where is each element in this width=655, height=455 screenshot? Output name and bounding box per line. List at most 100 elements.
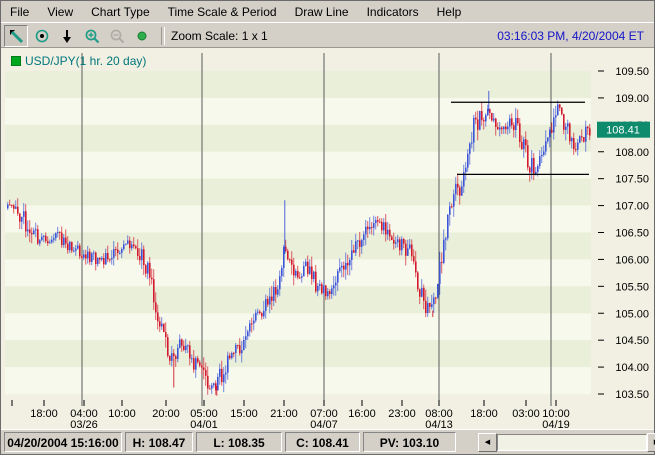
zoom-out-button[interactable] — [106, 26, 128, 46]
candle — [447, 214, 449, 239]
candle — [177, 347, 179, 359]
candle — [27, 229, 29, 232]
candle — [457, 183, 459, 188]
candle — [515, 117, 517, 131]
candle — [557, 104, 559, 116]
plot-band — [5, 286, 591, 314]
menu-item-help[interactable]: Help — [436, 4, 462, 19]
candle — [33, 230, 35, 235]
marker-button[interactable] — [131, 26, 153, 46]
zoom-in-button[interactable] — [81, 26, 103, 46]
candle — [391, 236, 393, 240]
candle — [531, 157, 533, 173]
candle — [223, 374, 225, 383]
candle — [175, 356, 177, 359]
candle — [415, 261, 417, 273]
menu-item-view[interactable]: View — [47, 4, 74, 19]
candle — [231, 352, 233, 359]
candle — [155, 302, 157, 313]
candle — [209, 388, 211, 390]
y-axis-label: 105.50 — [615, 281, 649, 293]
candle — [429, 302, 431, 307]
candle — [129, 240, 131, 249]
price-tag — [597, 121, 650, 138]
candle — [507, 126, 509, 130]
candle — [151, 277, 153, 280]
draw-line-tool-button[interactable] — [4, 24, 28, 47]
candle — [241, 350, 243, 354]
candle — [51, 239, 53, 243]
candle — [519, 123, 521, 142]
candle — [11, 204, 13, 206]
x-axis-date-label: 04/13 — [425, 419, 453, 430]
candle — [309, 266, 311, 274]
candle — [75, 248, 77, 251]
candle — [463, 172, 465, 187]
candle — [191, 358, 193, 360]
candle — [581, 136, 583, 138]
candle — [381, 221, 383, 231]
candle — [145, 265, 147, 274]
candle — [277, 289, 279, 295]
candle — [355, 241, 357, 253]
candle — [163, 323, 165, 333]
candle — [153, 279, 155, 303]
x-axis-label: 20:00 — [152, 408, 180, 420]
candle — [23, 211, 25, 217]
candle — [7, 204, 9, 209]
candle — [211, 385, 213, 389]
status-high: H: 108.47 — [125, 432, 193, 452]
x-axis-label: 15:00 — [230, 408, 258, 420]
candle — [39, 240, 41, 244]
candle — [489, 108, 491, 113]
candles — [7, 100, 591, 395]
candle — [37, 229, 39, 244]
scrollbar-track[interactable] — [497, 433, 647, 451]
menu-item-chart-type[interactable]: Chart Type — [91, 4, 150, 19]
candle — [567, 123, 569, 127]
down-arrow-button[interactable] — [56, 26, 78, 46]
toolbar: Zoom Scale: 1 x 1 03:16:03 PM, 4/20/2004… — [1, 22, 654, 49]
candle — [419, 289, 421, 297]
candle — [107, 253, 109, 260]
chart-panel[interactable]: USD/JPY(1 hr. 20 day) 18:00 04:00 03/26 10:… — [1, 47, 654, 430]
candle — [85, 254, 87, 259]
candle — [203, 367, 205, 370]
menu-item-draw-line[interactable]: Draw Line — [294, 4, 349, 19]
candle — [31, 232, 33, 235]
x-axis-date-label: 04/07 — [310, 419, 338, 430]
y-axis-label: 106.00 — [615, 254, 649, 266]
candle — [201, 365, 203, 368]
candle — [435, 297, 437, 299]
candle — [379, 221, 381, 223]
green-dot-icon — [137, 31, 147, 40]
candle — [327, 291, 329, 297]
candle — [505, 126, 507, 130]
menu-item-time-scale-period[interactable]: Time Scale & Period — [167, 4, 277, 19]
candle — [159, 321, 161, 327]
candle — [477, 119, 479, 130]
candle — [261, 313, 263, 317]
candle — [281, 267, 283, 277]
candle — [315, 271, 317, 292]
menu-item-indicators[interactable]: Indicators — [366, 4, 419, 19]
candle — [405, 243, 407, 256]
candle — [501, 127, 503, 130]
pointer-mode-button[interactable] — [31, 26, 53, 46]
menu-bar: File View Chart Type Time Scale & Period Dra… — [1, 1, 654, 22]
scroll-left-button[interactable]: ◀ — [478, 432, 497, 452]
candle — [371, 226, 373, 228]
x-axis-label: 10:00 — [542, 408, 570, 420]
candle — [479, 111, 481, 130]
candle — [357, 240, 359, 242]
y-axis-label: 103.50 — [615, 389, 649, 401]
legend-marker-icon — [11, 56, 21, 66]
candle — [425, 300, 427, 314]
horizontal-scrollbar[interactable]: ◀ ▶ — [478, 432, 655, 452]
menu-item-file[interactable]: File — [10, 4, 30, 19]
candle — [437, 283, 439, 298]
candle — [563, 114, 565, 130]
scroll-right-button[interactable]: ▶ — [647, 432, 655, 452]
candle — [99, 257, 101, 260]
